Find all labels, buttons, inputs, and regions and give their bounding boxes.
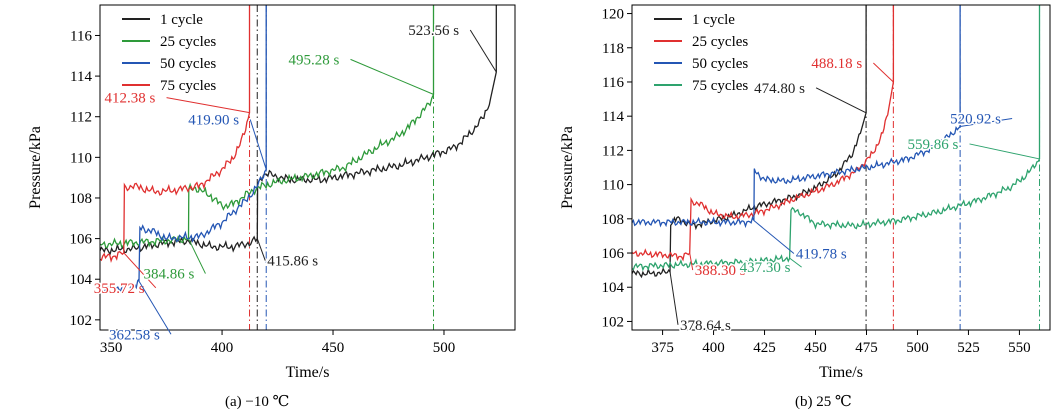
chart-a-legend-label-0: 1 cycle [160,12,203,28]
chart-b-annotation-3: 419.78 s [796,247,847,263]
chart-b-x-tick-label-7: 550 [1008,340,1031,356]
chart-a-annotation-leader-1 [138,280,172,335]
chart-b-legend-label-0: 1 cycle [692,12,735,28]
chart-a-y-tick-label-3: 108 [70,191,93,207]
chart-a-series-line-3 [100,5,251,264]
chart-b-annotation-leader-2 [789,257,802,268]
chart-b-legend-label-2: 50 cycles [692,56,748,72]
chart-a-legend-label-2: 50 cycles [160,56,216,72]
chart-b-y-axis-label: Pressure/kPa [559,126,576,209]
chart-a-y-tick-label-5: 112 [70,110,92,126]
chart-b-annotation-leader-5 [873,62,894,83]
chart-b-annotation-2: 437.30 s [740,260,791,276]
chart-a-annotation-6: 495.28 s [289,52,340,68]
chart-b-series-line-3 [632,5,1041,272]
chart-b-x-tick-label-3: 450 [804,340,827,356]
chart-a-legend-label-1: 25 cycles [160,34,216,50]
chart-b-annotation-7: 559.86 s [908,137,959,153]
chart-a-x-tick-label-3: 500 [433,340,456,356]
chart-b-annotation-leader-0 [689,252,694,271]
chart-b-annotation-5: 488.18 s [811,56,862,72]
chart-a-x-axis-label: Time/s [286,364,330,381]
chart-b-x-tick-label-5: 500 [906,340,929,356]
chart-a-x-tick-label-0: 350 [100,340,123,356]
chart-b-annotation-leader-3 [753,220,795,254]
chart-b-series-line-2 [632,5,961,229]
chart-b-legend-label-3: 75 cycles [692,78,748,94]
chart-b-y-tick-label-3: 108 [602,212,625,228]
chart-a-annotation-2: 384.86 s [143,267,194,283]
chart-b-y-tick-label-7: 116 [602,75,624,91]
chart-a-annotation-5: 419.90 s [188,113,239,129]
chart-a-x-tick-label-1: 400 [211,340,234,356]
chart-b-x-tick-label-4: 475 [855,340,878,356]
chart-a-annotation-leader-2 [188,238,206,274]
chart-b-x-tick-label-6: 525 [957,340,980,356]
chart-a-y-tick-label-1: 104 [70,272,93,288]
chart-a-series-line-1 [100,5,435,249]
chart-a-series-line-0 [100,5,497,256]
chart-a-x-tick-label-2: 450 [322,340,345,356]
caption-b: (b) 25 ℃ [795,394,852,410]
chart-b-y-tick-label-6: 114 [602,109,624,125]
chart-b-annotation-1: 378.64 s [680,318,731,334]
chart-a-annotation-leader-3 [256,238,266,261]
chart-b-annotation-leader-4 [815,87,867,114]
chart-a: 350 400 450 500 102 104 106 108 110 112 114 116 Time… [27,4,516,381]
chart-a-annotation-3: 415.86 s [267,254,318,270]
chart-a-annotation-4: 412.38 s [105,91,156,107]
chart-a-annotation-leader-4 [166,97,250,114]
chart-a-y-tick-label-2: 106 [70,232,93,248]
chart-a-annotation-0: 355.72 s [94,281,145,297]
chart-b-plot-area [632,5,1041,279]
chart-a-series-line-2 [100,5,267,295]
chart-b-axes-frame [631,4,1051,331]
chart-a-y-tick-label-6: 114 [70,69,92,85]
chart-b-y-tick-label-5: 112 [602,143,624,159]
chart-b-y-tick-label-9: 120 [602,7,625,23]
chart-a-annotation-leader-5 [249,119,267,170]
chart-b-annotation-leader-1 [669,271,679,325]
chart-a-y-axis-label: Pressure/kPa [27,126,44,209]
chart-a-y-tick-label-0: 102 [70,313,93,329]
chart-b-x-axis-label: Time/s [819,364,863,381]
chart-b-series-line-0 [632,5,867,279]
chart-b-y-tick-label-1: 104 [602,280,625,296]
chart-b-y-tick-label-4: 110 [602,178,624,194]
chart-b: 375 400 425 450 475 500 525 550 102 104 106 108 110 1… [559,4,1051,381]
chart-a-plot-area [100,5,497,295]
chart-a-annotation-1: 362.58 s [109,327,160,343]
chart-b-x-tick-label-1: 400 [702,340,725,356]
chart-a-legend-label-3: 75 cycles [160,78,216,94]
chart-a-annotation-7: 523.56 s [408,23,459,39]
chart-a-annotation-leader-7 [469,29,497,73]
chart-a-annotation-leader-0 [123,252,157,289]
chart-a-axes-frame [99,4,516,331]
chart-a-y-tick-label-7: 116 [70,28,92,44]
chart-b-x-tick-label-0: 375 [651,340,674,356]
chart-b-y-tick-label-2: 106 [602,246,625,262]
chart-a-y-tick-label-4: 110 [70,150,92,166]
chart-b-series-line-1 [632,5,895,262]
chart-b-annotation-0: 388.30 s [695,263,746,279]
chart-b-annotation-4: 474.80 s [754,81,805,97]
caption-a: (a) −10 ℃ [225,394,290,410]
chart-b-x-tick-label-2: 425 [753,340,776,356]
chart-b-y-tick-label-0: 102 [602,314,625,330]
chart-b-annotation-leader-7 [969,143,1040,160]
chart-b-annotation-leader-6 [960,117,1013,127]
chart-b-legend-label-1: 25 cycles [692,34,748,50]
chart-b-y-tick-label-8: 118 [602,41,624,57]
chart-b-annotation-6: 520.92 s [950,111,1001,127]
chart-a-annotation-leader-6 [350,58,434,95]
